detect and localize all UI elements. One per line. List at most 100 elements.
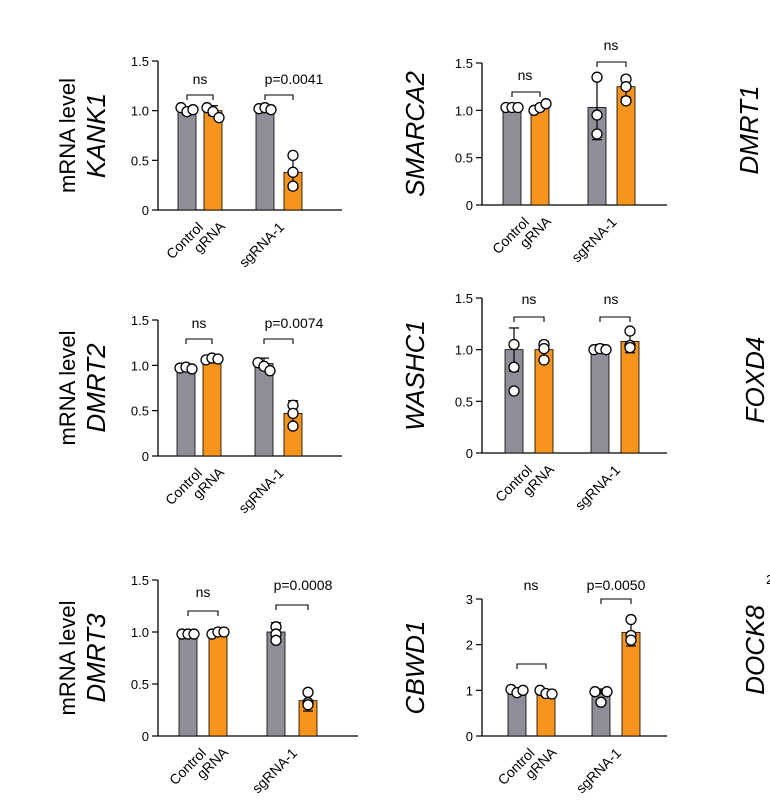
data-point [538, 354, 550, 366]
y-tick-label: 1.0 [131, 625, 149, 640]
data-point [287, 420, 299, 432]
data-point [287, 166, 299, 178]
y-tick-label: 1.0 [131, 104, 149, 119]
control-bar [254, 363, 274, 457]
data-point [517, 684, 529, 696]
category-label-line: sgRNA-1 [236, 219, 288, 271]
significance-label: ns [524, 577, 539, 593]
data-point [589, 686, 601, 698]
data-point [508, 361, 520, 373]
y-tick-label: 2 [466, 638, 473, 653]
category-label-sgrna: sgRNA-1 [235, 465, 287, 517]
partial-tick-label: 2 [766, 572, 770, 587]
sgrna-bar [203, 110, 223, 211]
significance-label: p=0.0074 [265, 315, 324, 331]
gene-label: CBWD1 [400, 621, 430, 715]
y-tick-label: 0 [466, 198, 473, 213]
data-point [212, 353, 224, 365]
significance-bracket [186, 94, 214, 100]
significance-label: p=0.0008 [274, 577, 333, 593]
significance-label: ns [193, 71, 208, 87]
category-label-sgrna: sgRNA-1 [249, 745, 301, 797]
gene-label: SMARCA2 [400, 71, 430, 197]
y-tick-label: 1.0 [455, 343, 473, 358]
data-point [546, 688, 558, 700]
data-point [538, 342, 550, 355]
significance-bracket [516, 663, 547, 669]
data-point [625, 634, 637, 646]
data-point [600, 344, 612, 356]
significance-label: p=0.0050 [587, 577, 646, 593]
category-label-line: sgRNA-1 [249, 745, 301, 797]
control-bar [502, 107, 522, 206]
sgrna-bar [620, 340, 640, 454]
significance-label: ns [518, 67, 533, 83]
data-point [620, 81, 632, 93]
y-tick-label: 1.5 [455, 291, 473, 306]
y-tick-label: 0.5 [455, 394, 473, 409]
y-axis-label: mRNA level [55, 601, 80, 716]
gene-label: KANK1 [81, 93, 111, 178]
sgrna-bar [208, 632, 228, 737]
data-point [287, 407, 299, 420]
data-point [265, 104, 277, 116]
significance-bracket [596, 61, 627, 67]
data-point [591, 71, 603, 83]
category-label-sgrna: sgRNA-1 [572, 462, 624, 514]
y-tick-label: 0.5 [455, 151, 473, 166]
significance-label: ns [604, 37, 619, 53]
data-point [624, 325, 636, 337]
significance-bracket [264, 94, 294, 100]
significance-bracket [187, 610, 219, 616]
y-tick-label: 0.5 [131, 153, 149, 168]
y-tick-label: 0 [142, 449, 149, 464]
y-tick-label: 0.5 [131, 677, 149, 692]
y-tick-label: 0 [142, 729, 149, 744]
data-point [302, 699, 314, 711]
y-axis-label: mRNA level [55, 331, 80, 446]
sgrna-bar [621, 631, 641, 737]
y-tick-label: 1.0 [131, 358, 149, 373]
category-label-sgrna: sgRNA-1 [568, 214, 620, 266]
y-tick-label: 0.5 [131, 404, 149, 419]
sgrna-bar [530, 107, 550, 206]
gene-label-partial: DMRT1 [734, 85, 764, 174]
data-point [188, 628, 200, 640]
significance-bracket [185, 338, 213, 344]
gene-label: DMRT2 [81, 343, 111, 433]
y-tick-label: 1.5 [455, 56, 473, 71]
data-point [287, 180, 299, 192]
control-bar [176, 367, 196, 457]
significance-bracket [263, 338, 294, 344]
significance-label: p=0.0041 [265, 71, 324, 87]
y-tick-label: 0 [142, 203, 149, 218]
control-bar [177, 110, 197, 211]
sgrna-bar [536, 693, 556, 737]
data-point [595, 696, 607, 708]
data-point [591, 109, 603, 121]
data-point [512, 101, 524, 114]
data-point [620, 95, 632, 107]
control-bar [266, 631, 286, 737]
control-bar [590, 348, 610, 454]
sgrna-bar [202, 358, 222, 457]
gene-label-partial: DOCK8 [740, 605, 770, 695]
category-label-sgrna: sgRNA-1 [236, 219, 288, 271]
y-tick-label: 3 [466, 592, 473, 607]
y-tick-label: 1 [466, 683, 473, 698]
data-point [302, 686, 314, 698]
category-label-line: sgRNA-1 [572, 462, 624, 514]
y-tick-label: 0 [466, 446, 473, 461]
data-point [591, 128, 603, 140]
data-point [264, 365, 276, 377]
significance-bracket [600, 598, 632, 604]
